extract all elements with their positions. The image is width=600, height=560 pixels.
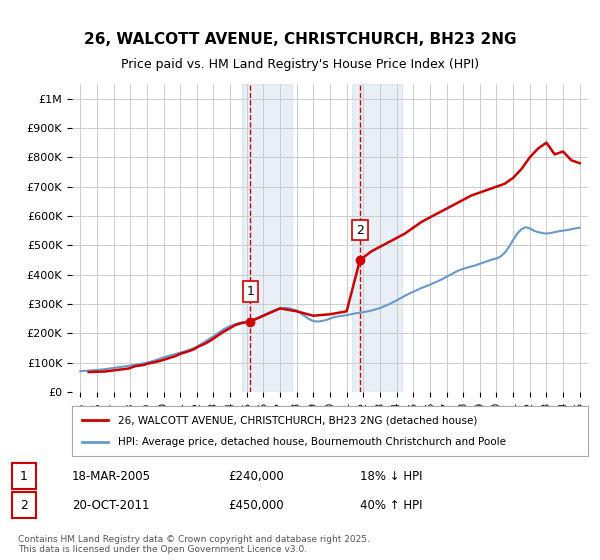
Text: 2: 2 [356, 223, 364, 236]
Text: 26, WALCOTT AVENUE, CHRISTCHURCH, BH23 2NG (detached house): 26, WALCOTT AVENUE, CHRISTCHURCH, BH23 2… [118, 415, 478, 425]
Text: 1: 1 [247, 285, 254, 298]
Text: HPI: Average price, detached house, Bournemouth Christchurch and Poole: HPI: Average price, detached house, Bour… [118, 437, 506, 447]
Text: 1: 1 [20, 470, 28, 483]
Text: £240,000: £240,000 [228, 470, 284, 483]
Bar [242, 84, 292, 392]
Text: 2: 2 [20, 499, 28, 512]
Text: 18-MAR-2005: 18-MAR-2005 [72, 470, 151, 483]
Text: 20-OCT-2011: 20-OCT-2011 [72, 499, 149, 512]
Text: Contains HM Land Registry data © Crown copyright and database right 2025.
This d: Contains HM Land Registry data © Crown c… [18, 535, 370, 554]
Text: 40% ↑ HPI: 40% ↑ HPI [360, 499, 422, 512]
Text: 26, WALCOTT AVENUE, CHRISTCHURCH, BH23 2NG: 26, WALCOTT AVENUE, CHRISTCHURCH, BH23 2… [84, 32, 516, 46]
Text: Price paid vs. HM Land Registry's House Price Index (HPI): Price paid vs. HM Land Registry's House … [121, 58, 479, 71]
FancyBboxPatch shape [12, 492, 36, 517]
Text: £450,000: £450,000 [228, 499, 284, 512]
FancyBboxPatch shape [12, 463, 36, 489]
Text: 18% ↓ HPI: 18% ↓ HPI [360, 470, 422, 483]
Bar [352, 84, 401, 392]
